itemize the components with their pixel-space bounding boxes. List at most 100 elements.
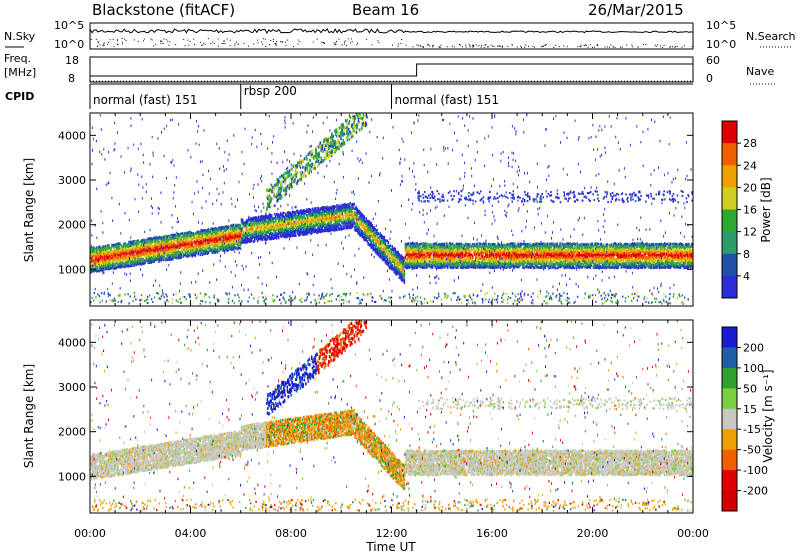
heatmap-cell — [408, 261, 411, 265]
heatmap-cell — [91, 248, 93, 252]
heatmap-cell — [380, 247, 382, 250]
heatmap-cell — [113, 259, 115, 262]
heatmap-cell — [356, 228, 358, 231]
heatmap-cell — [198, 235, 201, 238]
heatmap-cell — [310, 226, 312, 229]
heatmap-cell — [151, 248, 153, 251]
heatmap-cell — [431, 258, 434, 262]
heatmap-cell — [376, 233, 378, 237]
heatmap-cell — [230, 241, 233, 244]
heatmap-cell — [427, 246, 430, 249]
heatmap-cell — [366, 224, 368, 227]
heatmap-cell — [337, 214, 339, 217]
heatmap-cell — [384, 251, 387, 255]
heatmap-cell — [384, 258, 387, 261]
heatmap-cell — [416, 252, 419, 255]
heatmap-cell — [266, 236, 269, 240]
heatmap-cell — [181, 235, 184, 238]
heatmap-cell — [325, 206, 327, 209]
heatmap-cell — [184, 251, 187, 254]
noise-right-tick-bottom: 10^0 — [706, 38, 736, 51]
heatmap-cell — [421, 258, 424, 261]
heatmap-cell — [239, 244, 242, 247]
heatmap-cell — [208, 236, 211, 239]
heatmap-cell — [327, 217, 329, 220]
heatmap-cell — [189, 244, 192, 247]
heatmap-cell — [463, 261, 466, 265]
heatmap-cell — [335, 222, 337, 225]
heatmap-cell — [277, 215, 280, 218]
heatmap-cell — [252, 240, 255, 243]
heatmap-cell — [344, 222, 346, 225]
heatmap-cell — [337, 210, 339, 213]
heatmap-cell — [204, 228, 207, 232]
noise-search-dot — [121, 38, 123, 39]
heatmap-cell — [334, 211, 336, 214]
heatmap-cell — [209, 230, 212, 234]
heatmap-cell — [468, 243, 471, 246]
heatmap-cell — [370, 232, 372, 235]
heatmap-cell — [280, 217, 283, 220]
heatmap-cell — [420, 251, 423, 255]
heatmap-cell — [474, 266, 477, 270]
heatmap-cell — [381, 242, 383, 245]
heatmap-cell — [417, 257, 420, 260]
heatmap-cell — [480, 261, 483, 265]
heatmap-cell — [465, 265, 468, 269]
heatmap-cell — [144, 238, 146, 242]
heatmap-cell — [320, 215, 322, 218]
heatmap-cell — [102, 245, 104, 248]
heatmap-cell — [270, 234, 273, 237]
heatmap-cell — [134, 242, 136, 246]
heatmap-cell — [158, 248, 160, 252]
heatmap-cell — [327, 226, 329, 230]
heatmap-cell — [413, 255, 416, 258]
heatmap-cell — [272, 232, 275, 236]
heatmap-cell — [306, 226, 308, 229]
heatmap-cell — [427, 253, 430, 257]
heatmap-cell — [375, 232, 377, 236]
noise-search-dot — [343, 41, 345, 43]
heatmap-cell — [94, 258, 96, 261]
heatmap-cell — [396, 254, 399, 258]
heatmap-cell — [169, 246, 171, 249]
heatmap-cell — [274, 236, 277, 239]
heatmap-cell — [224, 239, 227, 242]
heatmap-cell — [213, 227, 216, 231]
heatmap-cell — [247, 239, 250, 242]
heatmap-cell — [121, 264, 123, 267]
heatmap-cell — [372, 228, 374, 231]
heatmap-cell — [206, 233, 209, 237]
heatmap-cell — [148, 242, 150, 245]
heatmap-cell — [209, 247, 212, 250]
heatmap-cell — [469, 255, 472, 259]
noise-search-dot — [272, 39, 274, 40]
heatmap-cell — [422, 257, 425, 261]
heatmap-cell — [330, 227, 332, 230]
heatmap-cell — [318, 218, 320, 222]
heatmap-cell — [436, 247, 439, 251]
heatmap-cell — [175, 254, 177, 257]
heatmap-cell — [232, 223, 235, 227]
heatmap-cell — [280, 220, 283, 224]
heatmap-cell — [437, 243, 440, 246]
heatmap-cell — [183, 236, 186, 240]
heatmap-cell — [227, 232, 230, 235]
heatmap-cell — [330, 216, 332, 220]
heatmap-cell — [393, 264, 396, 267]
heatmap-cell — [353, 213, 355, 217]
heatmap-cell — [450, 263, 453, 266]
heatmap-cell — [263, 236, 266, 239]
heatmap-cell — [300, 222, 302, 226]
noise-search-dot — [520, 45, 522, 47]
heatmap-cell — [144, 255, 146, 258]
heatmap-cell — [293, 223, 295, 226]
heatmap-cell — [366, 236, 368, 240]
heatmap-cell — [378, 249, 380, 253]
heatmap-cell — [237, 244, 240, 247]
heatmap-cell — [443, 244, 446, 248]
heatmap-cell — [320, 217, 322, 221]
heatmap-cell — [395, 266, 398, 269]
heatmap-cell — [409, 259, 412, 262]
heatmap-cell — [230, 245, 233, 249]
